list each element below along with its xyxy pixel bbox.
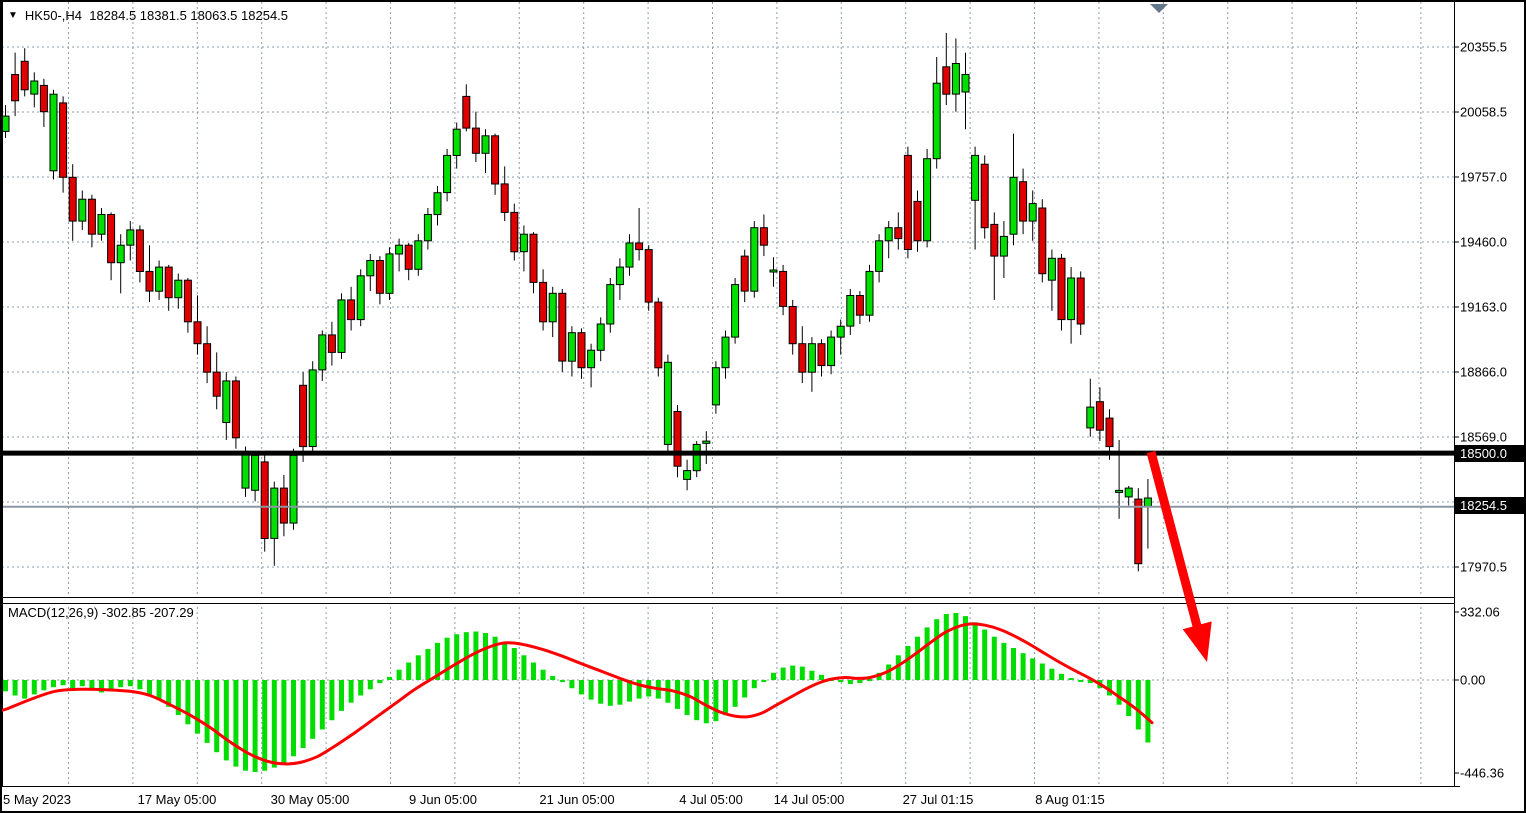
time-axis-label: 9 Jun 05:00 (409, 792, 477, 807)
price-axis-label: 19163.0 (1460, 299, 1507, 315)
time-axis-label: 17 May 05:00 (137, 792, 217, 807)
chart-title-text: HK50-,H4 18284.5 18381.5 18063.5 18254.5 (24, 8, 289, 23)
time-axis-label: 5 May 2023 (3, 792, 71, 807)
time-axis-label: 21 Jun 05:00 (539, 792, 615, 807)
macd-axis-label: -446.36 (1460, 765, 1505, 781)
time-axis-label: 30 May 05:00 (270, 792, 350, 807)
macd-signal-line (0, 622, 1154, 766)
down-arrow-annotation[interactable] (1146, 450, 1212, 662)
macd-histogram (3, 613, 1151, 772)
macd-axis-label: 332.06 (1460, 604, 1500, 620)
axis-ticks (1454, 46, 1459, 774)
price-axis-label: 19460.0 (1460, 234, 1507, 250)
scroll-marker-icon (1150, 4, 1168, 13)
price-axis-label: 20355.5 (1460, 39, 1507, 55)
time-axis-label: 4 Jul 05:00 (679, 792, 743, 807)
price-axis-label: 20058.5 (1460, 104, 1507, 120)
macd-axis-label: 0.00 (1460, 672, 1486, 688)
price-badge: 18500.0 (1455, 444, 1524, 462)
price-badge: 18254.5 (1455, 496, 1524, 514)
price-axis-label: 18866.0 (1460, 364, 1507, 380)
chart-title: ▼ HK50-,H4 18284.5 18381.5 18063.5 18254… (8, 8, 288, 23)
price-axis-label: 19757.0 (1460, 169, 1507, 185)
price-axis-label: 17970.5 (1460, 559, 1507, 575)
candlestick-chart[interactable] (0, 0, 1526, 788)
collapse-chart-icon[interactable]: ▼ (8, 10, 18, 21)
pane-borders (0, 0, 1460, 787)
candles (1, 32, 1152, 572)
price-axis-label: 18569.0 (1460, 429, 1507, 445)
macd-indicator-label: MACD(12,26,9) -302.85 -207.29 (8, 605, 194, 620)
time-axis-label: 27 Jul 01:15 (902, 792, 974, 807)
time-axis-label: 8 Aug 01:15 (1035, 792, 1105, 807)
time-axis-label: 14 Jul 05:00 (773, 792, 845, 807)
